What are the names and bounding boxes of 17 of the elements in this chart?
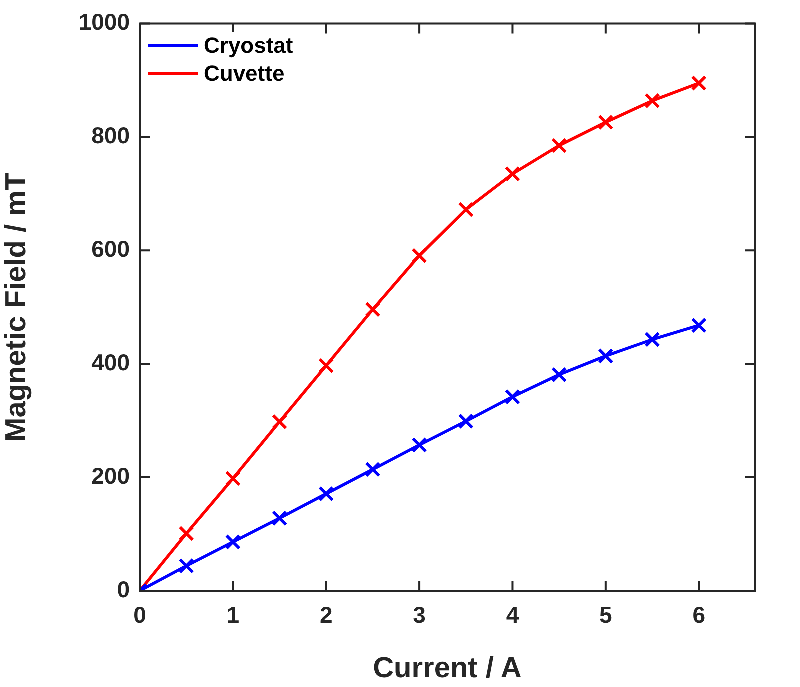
x-axis-title: Current / A — [373, 652, 522, 685]
x-tick-label: 0 — [134, 602, 146, 628]
y-tick-label: 800 — [92, 122, 130, 149]
y-tick-label: 1000 — [78, 9, 130, 36]
legend-label: Cryostat — [204, 32, 294, 60]
y-tick-label: 0 — [117, 576, 130, 602]
x-tick-label: 2 — [320, 602, 333, 628]
x-tick-label: 1 — [226, 602, 240, 628]
y-tick-label: 400 — [92, 349, 130, 376]
x-tick-label: 3 — [413, 602, 426, 628]
y-axis-title: Magnetic Field / mT — [0, 172, 32, 442]
x-tick-label: 4 — [506, 602, 520, 628]
legend-label: Cuvette — [204, 60, 285, 88]
y-tick-label: 200 — [92, 462, 130, 489]
x-tick-label: 6 — [692, 602, 706, 628]
y-tick-label: 600 — [92, 236, 130, 262]
x-tick-label: 5 — [600, 602, 613, 628]
